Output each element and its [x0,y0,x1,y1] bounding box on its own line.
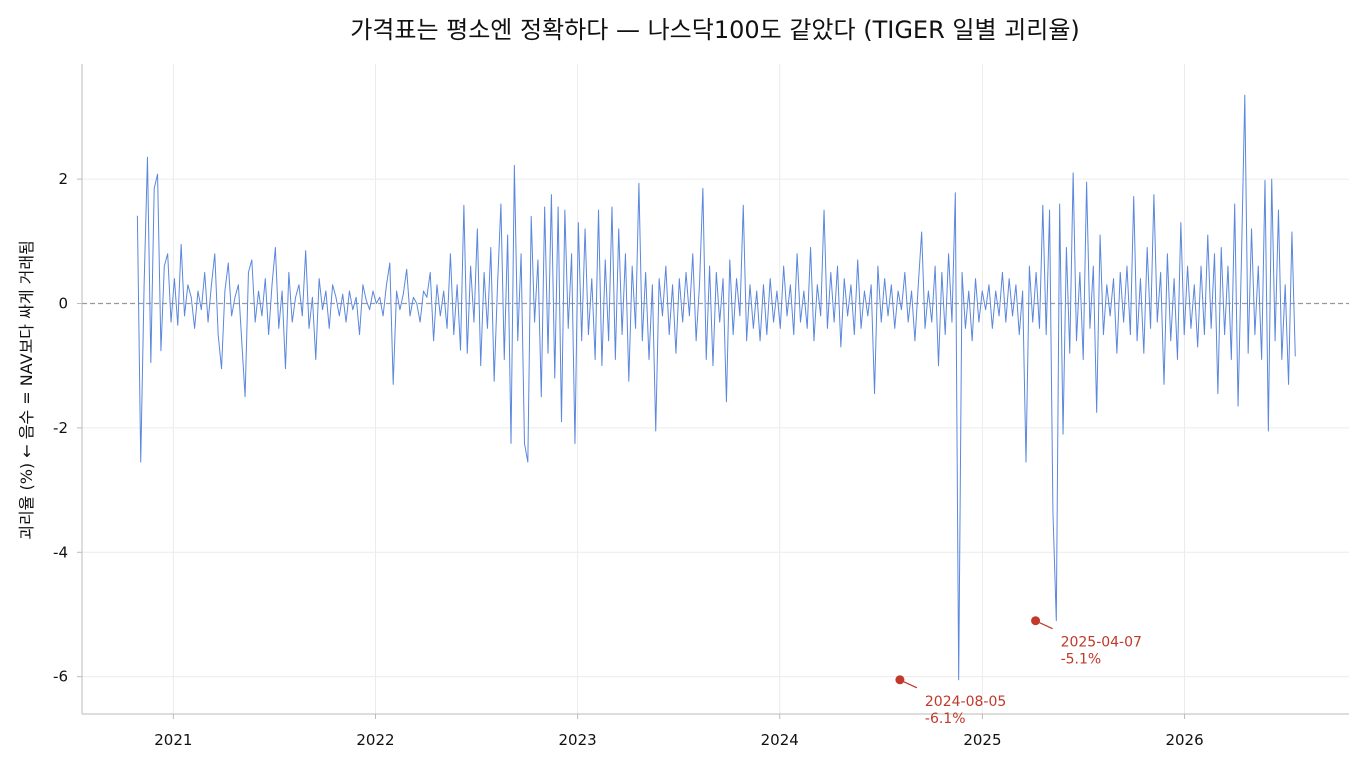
x-tick-label: 2023 [559,731,597,749]
x-tick-label: 2022 [356,731,394,749]
series-line [136,94,1296,681]
annotation-value: -5.1% [1061,652,1102,668]
y-tick-labels: 2 0 -2 -4 -6 [53,170,68,686]
y-tick-label: 2 [58,170,68,188]
x-tick-label: 2026 [1165,731,1203,749]
annotation-point [1031,616,1041,626]
y-tick-label: -2 [53,419,68,437]
annotation-date: 2025-04-07 [1061,635,1142,651]
grid [82,64,1349,714]
annotation-leader [903,681,918,689]
annotation-value: -6.1% [925,711,966,727]
y-tick-label: -6 [53,668,68,686]
annotation-date: 2024-08-05 [925,694,1006,710]
y-tick-label: -4 [53,543,68,561]
annotation-leader [1039,622,1053,630]
axes [77,64,1349,719]
annotation-layer: 2024-08-05-6.1% 2025-04-07-5.1% [895,616,1142,727]
series-layer [136,94,1296,681]
x-tick-label: 2021 [154,731,192,749]
x-tick-label: 2025 [963,731,1001,749]
x-tick-label: 2024 [761,731,799,749]
annotation-point [895,675,905,685]
chart-title: 가격표는 평소엔 정확하다 — 나스닥100도 같았다 (TIGER 일별 괴리… [350,16,1080,44]
y-axis-label: 괴리율 (%) ← 음수 = NAV보다 싸게 거래됨 [17,240,36,540]
y-tick-label: 0 [58,294,68,312]
x-tick-labels: 2021 2022 2023 2024 2025 2026 [154,731,1203,749]
